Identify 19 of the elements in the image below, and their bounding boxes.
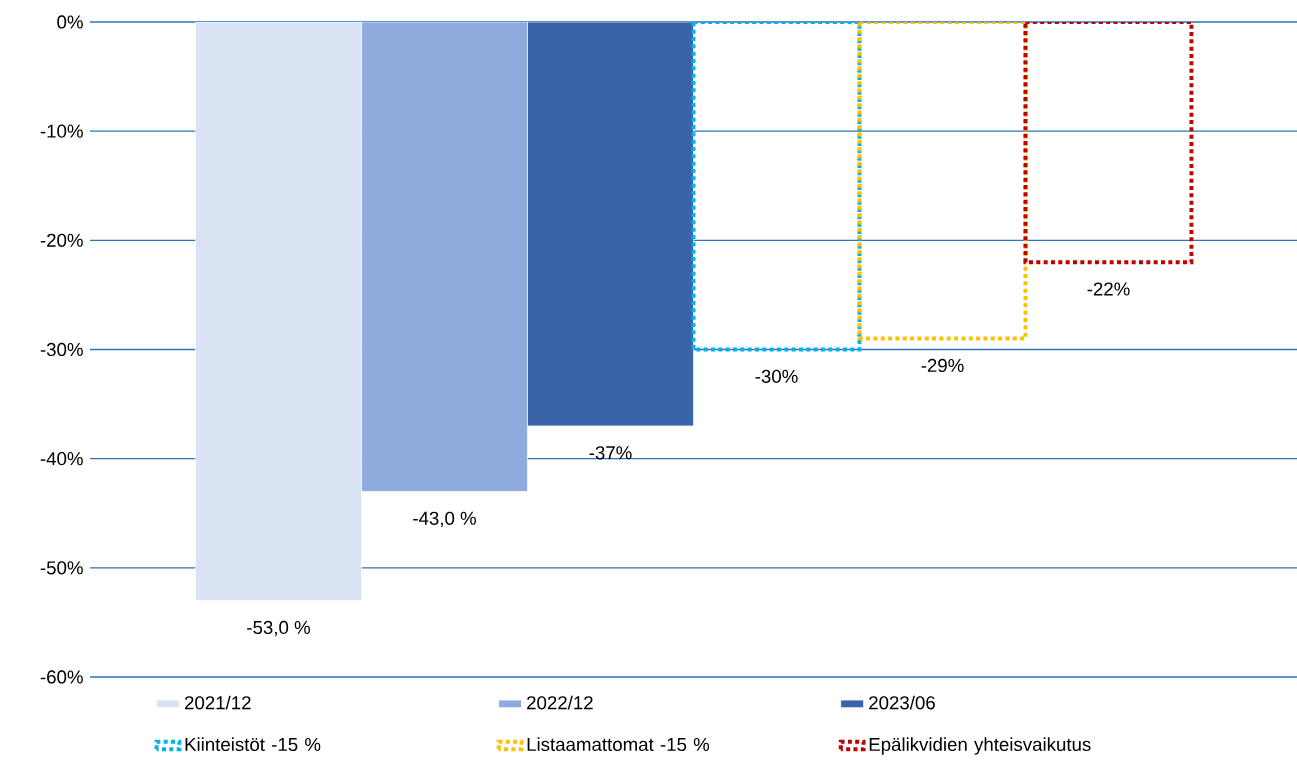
data-label: -29% xyxy=(921,358,964,373)
data-label: -22% xyxy=(1087,282,1130,296)
data-label: -43,0 % xyxy=(413,511,476,528)
legend-label: Kiinteistöt -15 % xyxy=(185,737,321,752)
legend-label: 2023/06 xyxy=(869,695,935,710)
y-tick-label: -50% xyxy=(40,561,83,575)
legend-label: 2022/12 xyxy=(527,695,593,710)
legend-label: 2021/12 xyxy=(184,695,251,710)
legend-label: Epälikvidien yhteisvaikutus xyxy=(869,737,1091,755)
y-tick-label: -60% xyxy=(40,670,83,684)
y-tick-label: -20% xyxy=(40,233,83,247)
data-label: -37% xyxy=(589,446,632,460)
legend-label: Listaamattomat -15 % xyxy=(527,737,710,752)
y-tick-label: 0% xyxy=(57,15,83,29)
y-tick-label: -10% xyxy=(40,124,83,138)
y-tick-label: -30% xyxy=(40,342,83,357)
y-tick-label: -40% xyxy=(40,452,83,466)
data-label: -30% xyxy=(755,369,798,383)
data-label: -53,0 % xyxy=(247,620,310,637)
